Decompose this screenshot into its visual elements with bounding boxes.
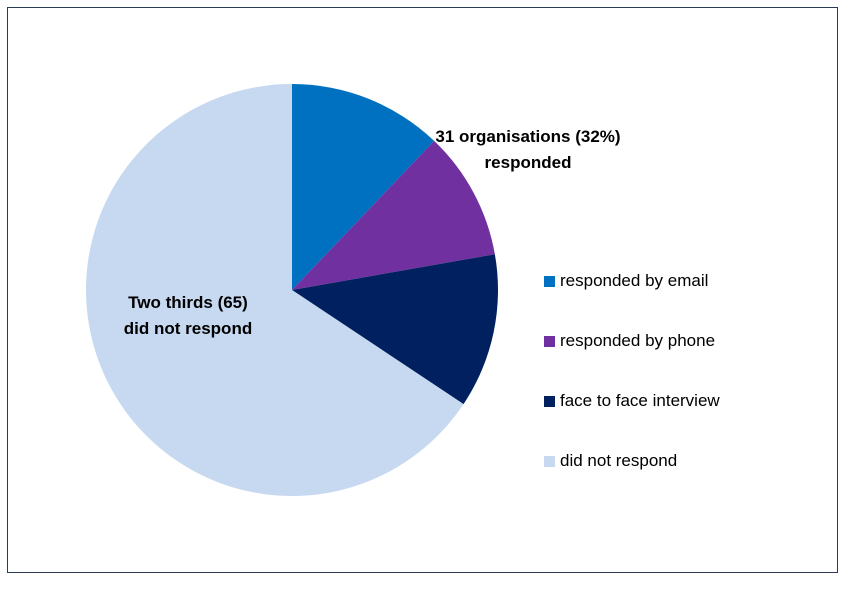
legend-label-face-to-face: face to face interview [560, 391, 720, 410]
legend-item-did-not-respond: did not respond [544, 431, 720, 491]
pie-chart: 31 organisations (32%) responded Two thi… [86, 84, 621, 497]
pie-slices [86, 84, 498, 497]
legend-swatch-email [544, 275, 555, 287]
pie-slice-phone [292, 140, 495, 290]
legend-swatch-did-not-respond [544, 455, 555, 467]
legend-item-face-to-face: face to face interview [544, 371, 720, 431]
annotation-not-responded-line2: did not respond [124, 319, 252, 338]
legend-item-phone: responded by phone [544, 311, 720, 371]
legend-label-email: responded by email [560, 271, 709, 290]
pie-slice-face-to-face [292, 254, 498, 405]
annotation-not-responded-line1: Two thirds (65) [128, 293, 248, 312]
annotation-responded-line2: responded [485, 153, 572, 172]
legend-item-email: responded by email [544, 251, 720, 311]
legend-swatch-face-to-face [544, 395, 555, 407]
legend-swatch-phone [544, 335, 555, 347]
pie-slice-did-not-respond [86, 84, 464, 497]
pie-slice-email [292, 84, 435, 290]
annotation-responded-line1: 31 organisations (32%) [435, 127, 620, 146]
legend: responded by email responded by phone fa… [544, 251, 720, 491]
chart-frame: 31 organisations (32%) responded Two thi… [7, 7, 838, 573]
legend-label-phone: responded by phone [560, 331, 716, 350]
legend-label-did-not-respond: did not respond [560, 451, 678, 470]
